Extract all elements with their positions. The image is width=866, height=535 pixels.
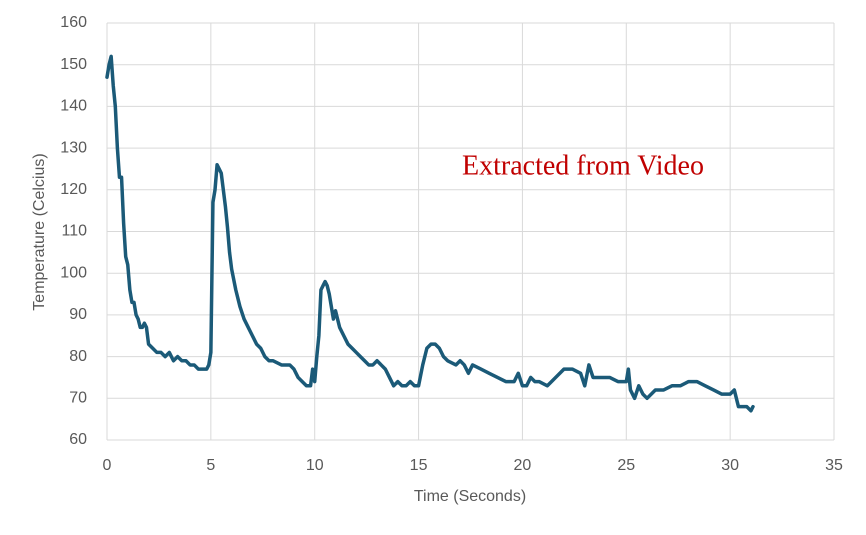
data-line <box>105 54 755 413</box>
y-tick-label: 150 <box>60 56 87 73</box>
x-tick-label: 0 <box>103 457 112 474</box>
y-tick-label: 110 <box>61 223 87 240</box>
x-tick-label: 30 <box>721 457 739 474</box>
x-tick-label: 20 <box>514 457 532 474</box>
y-tick-label: 140 <box>60 98 87 115</box>
x-tick-label: 5 <box>206 457 215 474</box>
y-tick-label: 130 <box>60 139 87 156</box>
y-tick-label: 60 <box>69 431 87 448</box>
x-tick-label: 35 <box>825 457 843 474</box>
x-tick-label: 15 <box>410 457 428 474</box>
y-tick-label: 120 <box>60 181 87 198</box>
y-tick-label: 100 <box>60 264 87 281</box>
y-tick-label: 160 <box>60 14 87 31</box>
x-tick-label: 25 <box>617 457 635 474</box>
annotation: Extracted from Video <box>462 150 704 181</box>
y-tick-label: 80 <box>69 348 87 365</box>
x-axis-label: Time (Seconds) <box>414 488 526 505</box>
y-axis-label: Temperature (Celcius) <box>31 153 48 310</box>
y-tick-label: 70 <box>69 390 87 407</box>
x-tick-label: 10 <box>306 457 324 474</box>
y-tick-label: 90 <box>69 306 87 323</box>
